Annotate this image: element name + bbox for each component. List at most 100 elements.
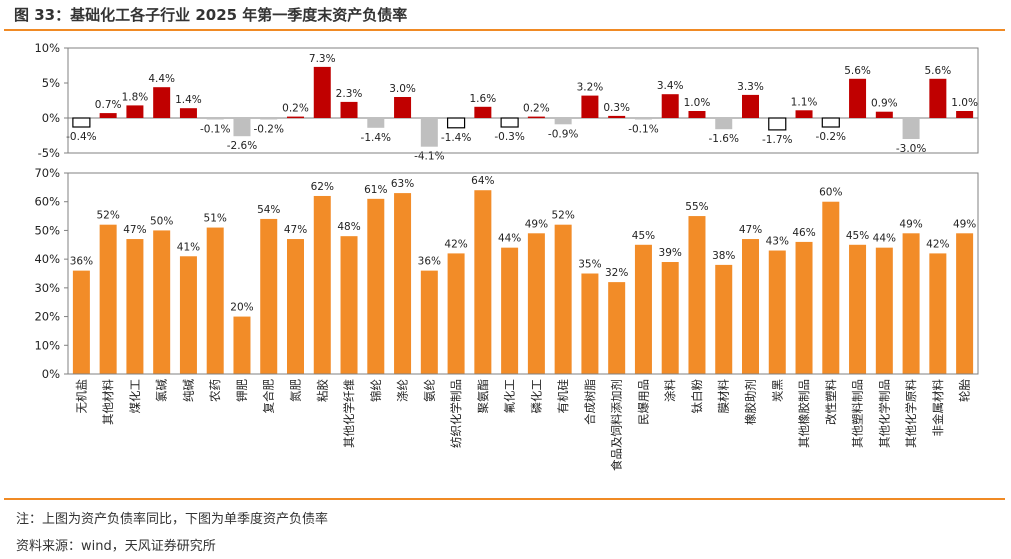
yoy-value-label: -4.1%: [414, 151, 444, 163]
x-category-label: 聚氨酯: [476, 379, 490, 414]
x-category-label: 其他化学原料: [904, 379, 918, 448]
yoy-value-label: 3.2%: [577, 82, 604, 94]
debt-ratio-value-label: 55%: [685, 201, 708, 213]
debt-ratio-value-label: 45%: [632, 230, 655, 242]
debt-ratio-bar-24: [688, 216, 706, 374]
x-category-label: 合成树脂: [583, 379, 597, 425]
debt-ratio-bar-3: [126, 239, 144, 374]
x-category-label: 其他橡胶制品: [797, 379, 811, 448]
yoy-value-label: 0.7%: [95, 99, 122, 111]
top-y-tick-label: 0%: [42, 111, 60, 125]
x-category-label: 民爆用品: [636, 379, 650, 425]
debt-ratio-bar-33: [929, 253, 947, 374]
chart-note: 注：上图为资产负债率同比，下图为单季度资产负债率: [16, 512, 329, 527]
debt-ratio-bar-9: [287, 239, 304, 374]
debt-ratio-value-label: 42%: [926, 238, 949, 250]
x-category-label: 氟化工: [503, 379, 517, 414]
yoy-bar-30: [849, 78, 867, 118]
x-category-label: 无机盐: [74, 379, 88, 414]
bottom-y-tick-label: 20%: [34, 310, 60, 324]
x-category-label: 纺织化学制品: [449, 379, 463, 448]
debt-ratio-value-label: 35%: [578, 259, 601, 271]
x-category-label: 有机硅: [556, 379, 570, 414]
debt-ratio-bar-11: [340, 236, 358, 374]
debt-ratio-bar-19: [554, 224, 572, 374]
debt-ratio-bar-1: [72, 270, 90, 374]
x-category-label: 炭黑: [770, 379, 784, 402]
x-category-label: 其他材料: [101, 379, 115, 425]
debt-ratio-bar-8: [260, 218, 278, 374]
bottom-y-tick-label: 40%: [34, 252, 60, 266]
yoy-value-label: 1.1%: [791, 96, 818, 108]
yoy-bar-33: [929, 78, 947, 118]
bottom-plot-frame: [67, 172, 979, 375]
debt-ratio-bar-28: [795, 241, 813, 374]
bottom-y-tick-label: 10%: [34, 338, 60, 352]
debt-ratio-value-label: 49%: [899, 218, 922, 230]
yoy-bar-15: [446, 117, 466, 129]
yoy-bar-21: [608, 115, 626, 118]
top-plot-frame: [67, 47, 979, 154]
yoy-bar-32: [902, 118, 920, 139]
debt-ratio-bar-5: [179, 256, 197, 374]
top-y-tick-label: 10%: [34, 41, 60, 55]
debt-ratio-value-label: 48%: [337, 221, 360, 233]
debt-ratio-value-label: 20%: [230, 302, 253, 314]
debt-ratio-bar-10: [313, 195, 331, 374]
debt-ratio-bar-4: [153, 230, 171, 374]
debt-ratio-bar-25: [715, 264, 733, 374]
x-category-label: 煤化工: [128, 379, 142, 414]
x-category-label: 钾肥: [235, 379, 249, 402]
top-y-tick-label: -5%: [38, 146, 60, 160]
x-category-label: 涂料: [663, 379, 677, 402]
x-category-label: 磷化工: [529, 379, 543, 414]
debt-ratio-value-label: 62%: [311, 181, 334, 193]
yoy-bar-34: [956, 111, 974, 118]
debt-ratio-value-label: 41%: [177, 241, 200, 253]
debt-ratio-value-label: 47%: [284, 224, 307, 236]
yoy-bar-18: [527, 116, 545, 119]
x-category-label: 氨纶: [422, 379, 436, 402]
yoy-bar-16: [474, 106, 492, 118]
debt-ratio-value-label: 47%: [123, 224, 146, 236]
yoy-value-label: -0.2%: [254, 124, 284, 136]
yoy-bar-19: [554, 118, 572, 125]
yoy-value-label: -1.6%: [709, 133, 739, 145]
debt-ratio-value-label: 44%: [873, 233, 896, 245]
yoy-bar-28: [795, 110, 813, 118]
debt-ratio-value-label: 32%: [605, 267, 628, 279]
yoy-value-label: -1.7%: [762, 134, 792, 146]
yoy-bar-27: [768, 117, 787, 131]
debt-ratio-bar-26: [742, 239, 759, 374]
debt-ratio-value-label: 38%: [712, 250, 735, 262]
yoy-bar-29: [821, 117, 840, 128]
yoy-bar-2: [99, 113, 117, 118]
yoy-value-label: 3.0%: [389, 83, 416, 95]
debt-ratio-bar-22: [634, 244, 652, 374]
yoy-value-label: 7.3%: [309, 53, 336, 65]
yoy-bar-13: [394, 97, 412, 118]
yoy-bar-8: [260, 118, 278, 120]
x-category-label: 粘胶: [315, 379, 329, 402]
debt-ratio-bar-27: [768, 250, 786, 374]
bottom-y-tick-label: 0%: [42, 367, 60, 381]
yoy-bar-12: [367, 118, 385, 128]
debt-ratio-value-label: 49%: [953, 218, 976, 230]
debt-ratio-bar-16: [474, 190, 492, 374]
debt-ratio-bar-21: [608, 282, 626, 374]
yoy-value-label: 5.6%: [925, 65, 952, 77]
x-category-label: 其他化学纤维: [342, 379, 356, 448]
debt-ratio-bar-31: [875, 247, 893, 374]
yoy-bar-25: [715, 118, 733, 130]
x-category-label: 橡胶助剂: [744, 379, 758, 425]
yoy-value-label: 1.4%: [175, 94, 202, 106]
debt-ratio-value-label: 39%: [659, 247, 682, 259]
debt-ratio-value-label: 60%: [819, 187, 842, 199]
debt-ratio-value-label: 61%: [364, 184, 387, 196]
debt-ratio-value-label: 47%: [739, 224, 762, 236]
yoy-value-label: 1.8%: [122, 91, 149, 103]
debt-ratio-value-label: 54%: [257, 204, 280, 216]
yoy-bar-3: [126, 105, 144, 118]
debt-ratio-bar-6: [206, 227, 224, 374]
yoy-value-label: -3.0%: [896, 143, 926, 155]
